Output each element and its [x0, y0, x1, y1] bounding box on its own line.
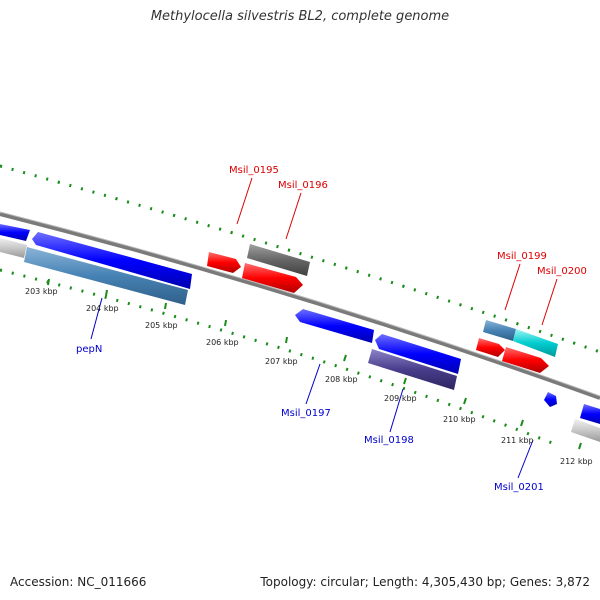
scale-label-203: 203 kbp — [25, 287, 58, 296]
label-connectors — [90, 177, 558, 479]
label-msil-0196[interactable]: Msil_0196 — [278, 180, 328, 191]
inner-tick-ring — [0, 268, 561, 448]
gene-labels: Msil_0195 Msil_0196 Msil_0199 Msil_0200 … — [76, 165, 587, 493]
gene-partial-right-grey[interactable] — [571, 419, 600, 442]
gene-partial-left-grey[interactable] — [0, 238, 27, 258]
scale-label-210: 210 kbp — [443, 415, 476, 424]
gene-msil-0197[interactable] — [295, 309, 374, 343]
gene-pepN-inner[interactable] — [24, 247, 188, 305]
gene-msil-0201-small[interactable] — [544, 392, 557, 407]
scale-label-204: 204 kbp — [86, 304, 119, 313]
gene-msil-0199[interactable] — [483, 320, 516, 341]
scale-label-206: 206 kbp — [206, 338, 239, 347]
accession-text: Accession: NC_011666 — [10, 575, 147, 589]
label-pepn[interactable]: pepN — [76, 344, 102, 355]
gene-msil-0196[interactable] — [247, 244, 310, 276]
gene-msil-0196b[interactable] — [242, 263, 303, 293]
genome-backbone — [0, 212, 600, 400]
scale-labels: 203 kbp 204 kbp 205 kbp 206 kbp 207 kbp … — [25, 287, 593, 466]
gene-partial-left-blue[interactable] — [0, 224, 30, 241]
gene-msil-0199b[interactable] — [476, 338, 505, 357]
scale-label-205: 205 kbp — [145, 321, 178, 330]
outer-tick-ring — [0, 164, 600, 354]
scale-label-208: 208 kbp — [325, 375, 358, 384]
gene-pepN[interactable] — [32, 232, 192, 289]
scale-label-212: 212 kbp — [560, 457, 593, 466]
label-msil-0201[interactable]: Msil_0201 — [494, 482, 544, 493]
gene-msil-0198-inner[interactable] — [368, 349, 457, 390]
gene-msil-0195[interactable] — [207, 252, 241, 273]
map-title: Methylocella silvestris BL2, complete ge… — [150, 9, 450, 24]
scale-label-207: 207 kbp — [265, 357, 298, 366]
label-msil-0197[interactable]: Msil_0197 — [281, 408, 331, 419]
scale-label-211: 211 kbp — [501, 436, 534, 445]
label-msil-0195[interactable]: Msil_0195 — [229, 165, 279, 176]
scale-label-209: 209 kbp — [384, 394, 417, 403]
label-msil-0200[interactable]: Msil_0200 — [537, 266, 587, 277]
topology-text: Topology: circular; Length: 4,305,430 bp… — [260, 575, 590, 589]
gene-msil-0200[interactable] — [513, 329, 558, 357]
inner-major-ticks — [47, 278, 582, 450]
gene-msil-0198[interactable] — [375, 334, 461, 374]
gene-partial-right-blue[interactable] — [580, 404, 600, 424]
label-msil-0198[interactable]: Msil_0198 — [364, 435, 414, 446]
label-msil-0199[interactable]: Msil_0199 — [497, 251, 547, 262]
gene-msil-0200b[interactable] — [502, 347, 549, 373]
